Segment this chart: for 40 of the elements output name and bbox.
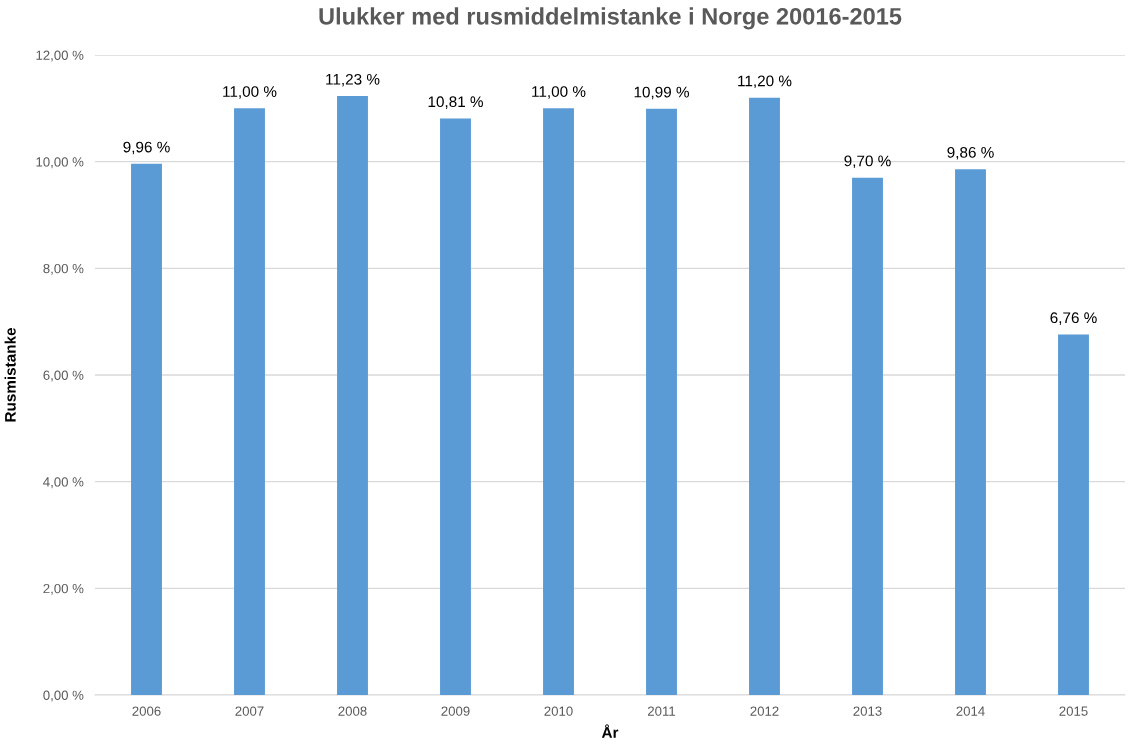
- bar: [234, 108, 265, 695]
- data-label: 9,70 %: [844, 155, 891, 169]
- y-tick-label: 10,00 %: [36, 157, 84, 169]
- data-label: 11,00 %: [532, 86, 586, 99]
- bar: [646, 108, 677, 695]
- x-tick-label: 2012: [750, 706, 779, 716]
- y-tick-label: 2,00 %: [43, 583, 84, 595]
- data-label: 9,96 %: [123, 141, 170, 155]
- data-label: 11,23 %: [326, 73, 380, 87]
- x-axis-title: År: [601, 724, 619, 738]
- data-label: 9,86 %: [947, 146, 994, 160]
- data-label: 11,20 %: [738, 75, 792, 89]
- data-label: 10,81 %: [428, 96, 483, 109]
- data-label: 11,00 %: [223, 86, 277, 99]
- y-tick-label: 6,00 %: [43, 370, 84, 382]
- x-tick-label: 2011: [647, 706, 676, 716]
- x-tick-label: 2013: [853, 706, 882, 716]
- bar: [749, 97, 780, 695]
- x-tick-label: 2009: [441, 706, 470, 716]
- bar: [440, 118, 471, 695]
- y-tick-label: 8,00 %: [43, 263, 84, 275]
- x-tick-label: 2010: [544, 706, 573, 716]
- y-tick-label: 12,00 %: [36, 50, 84, 62]
- x-tick-label: 2008: [338, 706, 367, 716]
- y-tick-label: 4,00 %: [43, 477, 84, 489]
- bar: [852, 177, 883, 695]
- bar: [1058, 334, 1089, 695]
- y-tick-label: 0,00 %: [43, 690, 84, 702]
- data-label: 10,99 %: [634, 86, 689, 100]
- bar: [955, 169, 986, 695]
- x-tick-label: 2007: [235, 706, 264, 716]
- data-label: 6,76 %: [1050, 312, 1097, 325]
- x-tick-label: 2015: [1059, 706, 1088, 716]
- bar: [543, 108, 574, 695]
- bar: [131, 163, 162, 695]
- x-tick-label: 2014: [956, 706, 985, 716]
- x-tick-label: 2006: [132, 706, 161, 716]
- y-axis-title: Rusmistanke: [4, 327, 16, 422]
- bar: [337, 96, 368, 695]
- chart-title: Ulukker med rusmiddelmistanke i Norge 20016-2015: [319, 7, 902, 30]
